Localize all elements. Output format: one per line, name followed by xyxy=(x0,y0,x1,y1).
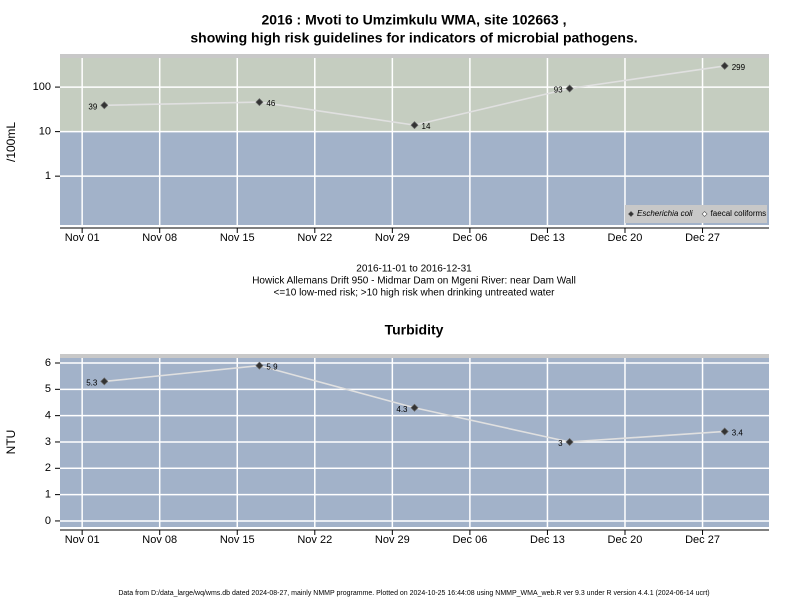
y-tick-label: 10 xyxy=(39,126,51,138)
data-label: 299 xyxy=(732,63,746,72)
data-label: 46 xyxy=(266,99,275,108)
plot-top-strip xyxy=(60,54,769,58)
data-point xyxy=(255,361,264,370)
legend-marker xyxy=(701,211,708,217)
data-point xyxy=(565,84,574,93)
legend-marker xyxy=(628,211,634,217)
plot-background xyxy=(60,354,769,527)
x-tick-label: Nov 01 xyxy=(65,534,100,546)
data-label: 3.4 xyxy=(732,429,744,438)
y-tick-label: 5 xyxy=(45,383,51,395)
data-label: 93 xyxy=(554,86,563,95)
data-point xyxy=(410,121,419,130)
x-tick-label: Nov 08 xyxy=(142,232,177,244)
x-tick-label: Nov 15 xyxy=(220,232,255,244)
y-tick-label: 2 xyxy=(45,462,51,474)
data-point xyxy=(410,403,419,412)
y-tick-label: 1 xyxy=(45,489,51,501)
data-label: 4.3 xyxy=(396,405,408,414)
legend-label: faecal coliforms xyxy=(711,209,767,218)
chart-subtitle: showing high risk guidelines for indicat… xyxy=(190,30,637,46)
footer: Data from D:/data_large/wq/wms.db dated … xyxy=(118,590,709,597)
caption: Howick Allemans Drift 950 - Midmar Dam o… xyxy=(252,276,576,287)
y-tick-label: 4 xyxy=(45,410,51,422)
x-tick-label: Dec 20 xyxy=(608,232,643,244)
chart-title: 2016 : Mvoti to Umzimkulu WMA, site 1026… xyxy=(262,12,567,28)
x-tick-label: Nov 08 xyxy=(142,534,177,546)
x-tick-label: Nov 15 xyxy=(220,534,255,546)
x-tick-label: Nov 22 xyxy=(297,534,332,546)
x-tick-label: Nov 29 xyxy=(375,534,410,546)
caption: <=10 low-med risk; >10 high risk when dr… xyxy=(274,288,556,299)
x-tick-label: Dec 27 xyxy=(685,232,720,244)
data-point xyxy=(100,101,109,110)
x-tick-label: Dec 13 xyxy=(530,534,565,546)
y-tick-label: 100 xyxy=(33,81,51,93)
data-label: 14 xyxy=(422,122,431,131)
x-tick-label: Dec 20 xyxy=(608,534,643,546)
x-tick-label: Dec 06 xyxy=(452,232,487,244)
y-axis-label: /100mL xyxy=(4,122,18,162)
data-label: 5.9 xyxy=(266,363,278,372)
caption: 2016-11-01 to 2016-12-31 xyxy=(356,264,472,275)
y-tick-label: 6 xyxy=(45,357,51,369)
y-tick-label: 3 xyxy=(45,436,51,448)
y-tick-label: 0 xyxy=(45,515,51,527)
x-tick-label: Nov 01 xyxy=(65,232,100,244)
data-point xyxy=(720,427,729,436)
data-label: 5.3 xyxy=(86,379,98,388)
x-tick-label: Dec 13 xyxy=(530,232,565,244)
plot-top-strip xyxy=(60,354,769,358)
data-point xyxy=(255,98,264,107)
y-axis-label: NTU xyxy=(4,430,18,455)
x-tick-label: Nov 22 xyxy=(297,232,332,244)
data-point xyxy=(100,377,109,386)
x-tick-label: Dec 27 xyxy=(685,534,720,546)
legend-box xyxy=(625,205,767,223)
data-label: 3 xyxy=(558,439,563,448)
data-label: 39 xyxy=(88,102,97,111)
high-risk-band xyxy=(60,58,769,132)
chart-title: Turbidity xyxy=(385,322,444,338)
y-tick-label: 1 xyxy=(45,170,51,182)
data-point xyxy=(720,61,729,70)
legend-label: Escherichia coli xyxy=(637,209,693,218)
data-point xyxy=(565,437,574,446)
x-tick-label: Dec 06 xyxy=(452,534,487,546)
x-tick-label: Nov 29 xyxy=(375,232,410,244)
